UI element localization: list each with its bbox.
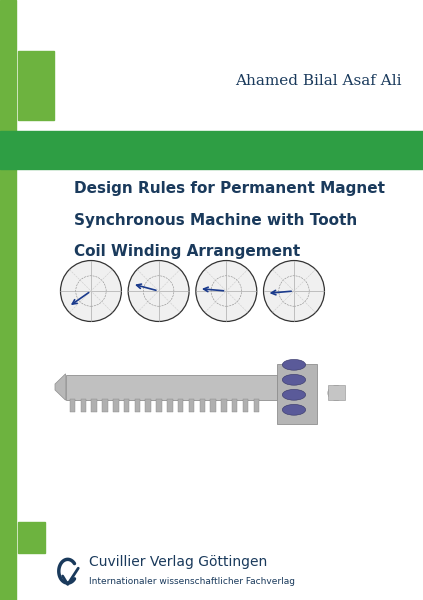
Bar <box>113 399 118 412</box>
Bar <box>189 399 194 412</box>
Bar <box>0 131 423 169</box>
Text: Ahamed Bilal Asaf Ali: Ahamed Bilal Asaf Ali <box>235 74 402 88</box>
Ellipse shape <box>196 260 257 322</box>
Bar <box>91 399 97 412</box>
Bar <box>156 399 162 412</box>
Polygon shape <box>55 374 66 400</box>
Bar <box>253 399 259 412</box>
Bar <box>146 399 151 412</box>
Ellipse shape <box>282 404 305 415</box>
Bar <box>277 364 317 424</box>
Ellipse shape <box>264 260 324 322</box>
Bar <box>66 375 277 400</box>
Bar <box>70 399 75 412</box>
Bar <box>178 399 184 412</box>
Bar <box>167 399 173 412</box>
Bar <box>221 399 227 412</box>
Ellipse shape <box>282 389 305 400</box>
Text: Coil Winding Arrangement: Coil Winding Arrangement <box>74 244 300 259</box>
Bar <box>18 522 45 553</box>
Bar <box>328 385 345 400</box>
Bar <box>81 399 86 412</box>
Text: Synchronous Machine with Tooth: Synchronous Machine with Tooth <box>74 212 357 227</box>
Bar <box>102 399 108 412</box>
Ellipse shape <box>128 260 189 322</box>
Text: Cuvillier Verlag Göttingen: Cuvillier Verlag Göttingen <box>89 555 267 569</box>
Bar <box>135 399 140 412</box>
Ellipse shape <box>60 260 121 322</box>
Ellipse shape <box>328 386 345 401</box>
Bar <box>200 399 205 412</box>
Bar <box>243 399 248 412</box>
Bar <box>124 399 129 412</box>
Bar <box>210 399 216 412</box>
Text: Design Rules for Permanent Magnet: Design Rules for Permanent Magnet <box>74 181 385 196</box>
Ellipse shape <box>282 359 305 370</box>
Text: Internationaler wissenschaftlicher Fachverlag: Internationaler wissenschaftlicher Fachv… <box>89 577 295 587</box>
Bar <box>0 0 16 600</box>
Bar <box>232 399 237 412</box>
Bar <box>18 51 54 120</box>
Ellipse shape <box>282 374 305 385</box>
